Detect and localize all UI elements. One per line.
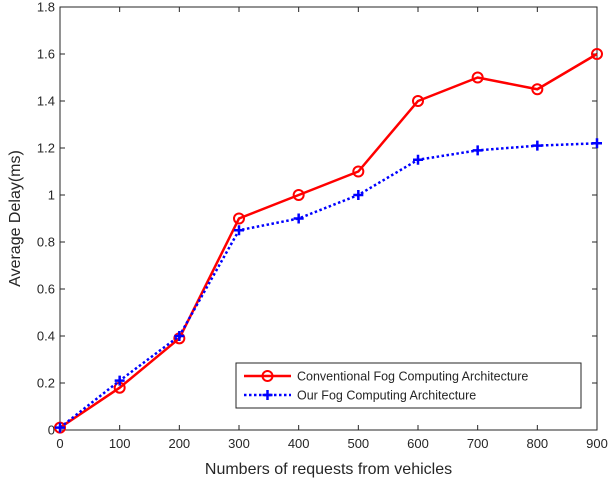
data-point bbox=[293, 213, 304, 224]
data-point bbox=[531, 83, 544, 96]
data-point bbox=[55, 422, 65, 433]
series-line bbox=[59, 142, 598, 429]
data-point bbox=[472, 145, 483, 156]
series-line bbox=[59, 52, 598, 429]
y-tick-label: 0 bbox=[48, 423, 55, 438]
x-axis-ticks: 0 100 200 300 400 500 600 700 800 900 bbox=[56, 7, 608, 451]
y-tick-label: 0.2 bbox=[37, 376, 55, 391]
x-axis-label: Numbers of requests from vehicles bbox=[205, 461, 452, 478]
x-tick-label: 100 bbox=[109, 436, 131, 451]
x-tick-label: 400 bbox=[288, 436, 310, 451]
y-tick-label: 1.8 bbox=[37, 0, 55, 15]
plot-area bbox=[59, 6, 598, 431]
x-tick-label: 300 bbox=[228, 436, 250, 451]
x-tick-label: 900 bbox=[586, 436, 608, 451]
y-tick-label: 1 bbox=[48, 188, 55, 203]
y-axis-label: Average Delay(ms) bbox=[7, 150, 24, 287]
data-point bbox=[352, 165, 365, 178]
legend: Conventional Fog Computing Architecture O… bbox=[235, 362, 582, 409]
x-tick-label: 600 bbox=[407, 436, 429, 451]
legend-label: Our Fog Computing Architecture bbox=[297, 389, 476, 403]
x-tick-label: 500 bbox=[347, 436, 369, 451]
x-tick-label: 800 bbox=[526, 436, 548, 451]
y-tick-label: 0.8 bbox=[37, 235, 55, 250]
y-tick-label: 0.6 bbox=[37, 282, 55, 297]
legend-items: Conventional Fog Computing Architecture O… bbox=[244, 370, 528, 403]
data-point bbox=[413, 154, 423, 165]
data-point bbox=[233, 212, 245, 225]
x-tick-label: 200 bbox=[168, 436, 190, 451]
legend-label: Conventional Fog Computing Architecture bbox=[297, 370, 528, 384]
data-point bbox=[174, 331, 185, 341]
data-point bbox=[471, 71, 484, 84]
data-point bbox=[114, 375, 125, 386]
x-tick-label: 0 bbox=[56, 436, 63, 451]
x-tick-label: 700 bbox=[467, 436, 489, 451]
y-tick-label: 1.6 bbox=[37, 47, 55, 62]
legend-box bbox=[235, 362, 582, 409]
y-axis-ticks: 0 0.2 0.4 0.6 0.8 1 1.2 1.4 1.6 1.8 bbox=[37, 0, 597, 438]
legend-marker bbox=[262, 390, 273, 400]
data-point bbox=[592, 138, 602, 149]
data-point bbox=[234, 225, 244, 236]
y-tick-label: 0.4 bbox=[37, 329, 55, 344]
data-point bbox=[292, 189, 305, 201]
legend-item: Our Fog Computing Architecture bbox=[244, 389, 476, 403]
legend-marker bbox=[261, 370, 274, 382]
data-point bbox=[353, 190, 364, 200]
data-point bbox=[412, 95, 424, 107]
legend-item: Conventional Fog Computing Architecture bbox=[244, 370, 528, 384]
y-tick-label: 1.4 bbox=[37, 94, 55, 109]
y-tick-label: 1.2 bbox=[37, 141, 55, 156]
data-point bbox=[591, 48, 603, 60]
series-2 bbox=[55, 138, 602, 433]
data-point bbox=[532, 140, 543, 151]
series-layer bbox=[54, 48, 603, 434]
